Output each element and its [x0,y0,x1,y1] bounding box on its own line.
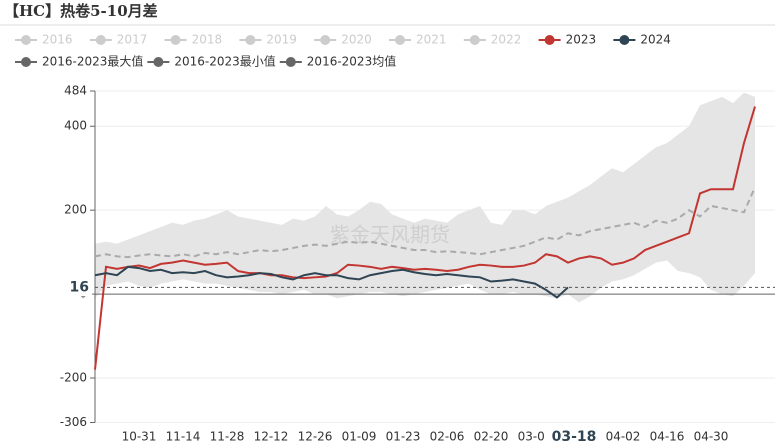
legend-icon [395,35,405,45]
legend-label[interactable]: 2024 [640,33,671,47]
legend-label[interactable]: 2021 [416,33,447,47]
x-tick-label: 11-14 [166,430,201,444]
x-tick-label: 02-20 [474,430,509,444]
legend-label[interactable]: 2020 [341,33,372,47]
x-tick-label: 03-06 [518,430,553,444]
y-tick-label: 200 [64,203,87,217]
legend-label[interactable]: 2017 [117,33,148,47]
legend-icon [469,35,480,45]
x-tick-label: 01-23 [386,430,421,444]
pointer-y-box [62,278,92,297]
legend-label[interactable]: 2019 [266,33,297,47]
legend-icon [153,57,164,67]
x-tick-label: 12-12 [254,430,289,444]
legend-icon [544,35,555,45]
y-tick-label: -200 [60,371,87,385]
x-tick-label: 04-16 [650,430,685,444]
y-tick-label: 484 [64,84,87,98]
legend-label[interactable]: 2016-2023最小值 [174,54,275,69]
legend-icon [285,57,296,67]
series-line [94,186,756,259]
legend-icon [21,35,31,45]
legend-label[interactable]: 2022 [491,33,522,47]
legend-icon [619,35,630,45]
x-tick-label: 11-28 [210,430,245,444]
x-tick-label: 04-30 [694,430,729,444]
watermark: 紫金天风期货 [330,223,450,247]
legend-icon [170,35,181,45]
legend-label[interactable]: 2018 [192,33,223,47]
x-tick-label: 10-31 [122,430,157,444]
chart-title: 【HC】热卷5-10月差 [4,2,158,20]
x-tick-label: 12-26 [298,430,333,444]
legend-label[interactable]: 2016 [42,33,73,47]
legend-label[interactable]: 2023 [566,33,597,47]
legend-label[interactable]: 2016-2023最大值 [42,54,143,69]
series-line [94,106,756,370]
series-line [94,265,569,299]
x-tick-label: 02-06 [430,430,465,444]
y-tick-label: 400 [64,119,87,133]
pointer-y-label: 16 [70,279,89,295]
x-tick-label: 01-09 [342,430,377,444]
y-tick-label: -306 [60,415,87,429]
legend-icon [245,35,256,45]
x-tick-label: 04-02 [606,430,641,444]
legend-icon [21,57,31,67]
pointer-x-label: 03-18 [552,429,597,445]
pointer-x-box [544,427,592,447]
range-band [95,92,755,303]
legend-label[interactable]: 2016-2023均值 [307,54,396,69]
legend-icon [95,35,106,45]
legend-icon [320,35,331,45]
